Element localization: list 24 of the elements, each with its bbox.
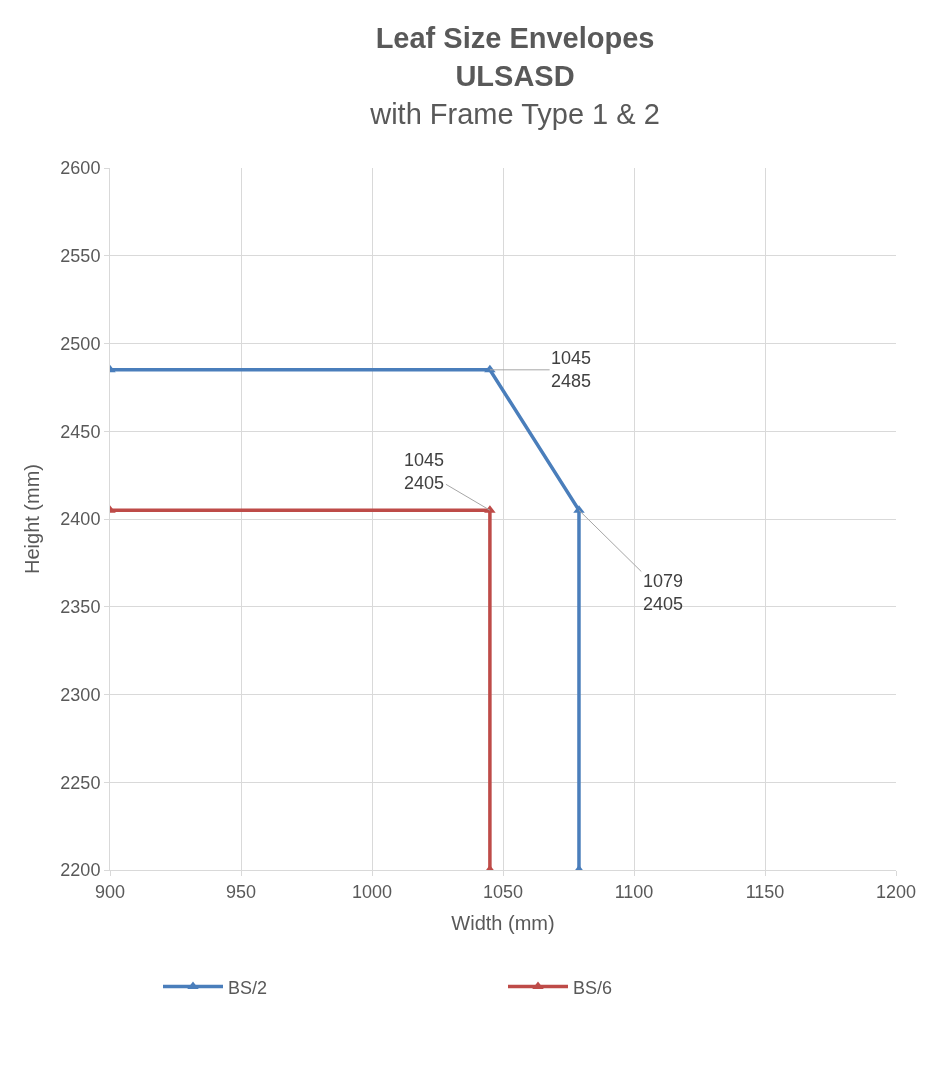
x-tick-label: 1050 — [482, 881, 524, 902]
y-tick-label: 2600 — [60, 158, 101, 179]
chart-subtitle: with Frame Type 1 & 2 — [369, 97, 660, 130]
data-label: 1045 2485 — [551, 348, 592, 392]
x-tick-label: 1200 — [875, 881, 917, 902]
y-tick-label: 2300 — [60, 684, 101, 705]
data-label: 1045 2405 — [404, 450, 445, 494]
x-tick-label: 1150 — [745, 881, 785, 902]
data-label: 1079 2405 — [643, 571, 684, 615]
y-tick-label: 2450 — [60, 421, 101, 442]
x-axis-title: Width (mm) — [451, 912, 555, 935]
x-tick-label: 900 — [94, 881, 126, 902]
y-tick-label: 2500 — [60, 333, 101, 354]
x-tick-label: 1100 — [614, 881, 654, 902]
y-tick-label: 2400 — [60, 509, 101, 530]
y-axis-title: Height (mm) — [20, 463, 43, 575]
y-tick-label: 2200 — [60, 860, 101, 881]
y-tick-label: 2350 — [60, 597, 101, 618]
legend-label: BS/6 — [573, 977, 613, 998]
legend-label: BS/2 — [228, 977, 268, 998]
x-tick-label: 950 — [225, 881, 257, 902]
x-tick-label: 1000 — [351, 881, 393, 902]
y-tick-label: 2550 — [60, 246, 101, 267]
y-tick-label: 2250 — [60, 772, 101, 793]
